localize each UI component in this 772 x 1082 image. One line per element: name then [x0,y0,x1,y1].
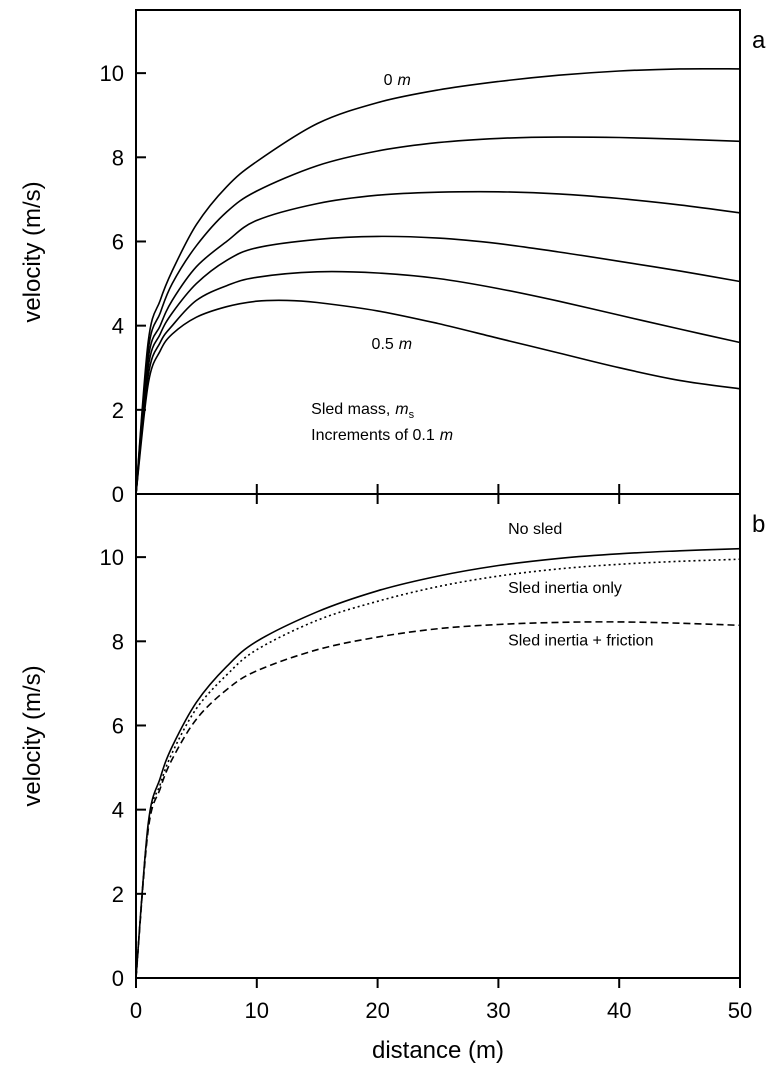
y-tick-label: 2 [112,398,124,423]
y-tick-label: 6 [112,713,124,738]
series-line-2 [135,136,741,495]
annotation-text: 0 [384,72,393,89]
annotation-2: 0.5 m [372,336,413,353]
x-tick-label: 0 [130,998,142,1023]
y-tick-label: 8 [112,145,124,170]
series-line-3 [135,621,741,979]
y-tick-label: 10 [100,61,124,86]
annotation-text: Sled inertia only [508,580,622,597]
y-tick-label: 8 [112,629,124,654]
y-axis-title: velocity (m/s) [19,181,46,322]
y-tick-label: 4 [112,798,124,823]
series-line-4 [135,235,741,495]
x-tick-label: 10 [245,998,269,1023]
y-tick-label: 0 [112,482,124,507]
x-axis-title: distance (m) [372,1037,504,1064]
series-line-5 [135,270,741,495]
annotation-1: No sled [508,521,562,538]
x-tick-label: 50 [728,998,752,1023]
x-tick-label: 20 [365,998,389,1023]
annotation-2: Sled inertia only [508,580,622,597]
annotation-text: Sled inertia + friction [508,633,653,650]
panel-label: b [752,511,765,538]
annotation-text: Sled mass, [311,401,390,418]
x-tick-label: 40 [607,998,631,1023]
annotation-subscript: s [409,409,415,421]
y-tick-label: 0 [112,966,124,991]
series-line-2 [135,558,741,979]
series-line-1 [135,547,741,979]
y-tick-label: 4 [112,314,124,339]
panel-label: a [752,27,766,54]
y-axis-title: velocity (m/s) [19,665,46,806]
series-line-3 [135,190,741,495]
annotation-text: No sled [508,521,562,538]
annotation-4: Increments of 0.1 m [311,427,453,444]
annotation-text: Increments of 0.1 [311,427,435,444]
annotation-3: Sled inertia + friction [508,633,653,650]
annotation-3: Sled mass, ms [311,401,414,421]
annotation-italic: m [399,336,412,353]
y-tick-label: 10 [100,545,124,570]
annotation-text: 0.5 [372,336,394,353]
plot-frame [135,9,741,495]
y-tick-label: 2 [112,882,124,907]
annotation-italic: m [395,401,408,418]
panel-b: 0 2 4 6 8 10 0 10 20 30 40 50 velocity (m/s) distance… [19,493,765,1064]
plot-frame [135,493,741,979]
series-line-6 [135,299,741,495]
annotation-italic: m [398,72,411,89]
annotation-italic: m [440,427,453,444]
series-line-1 [135,67,741,495]
x-tick-label: 30 [486,998,510,1023]
y-tick-label: 6 [112,229,124,254]
